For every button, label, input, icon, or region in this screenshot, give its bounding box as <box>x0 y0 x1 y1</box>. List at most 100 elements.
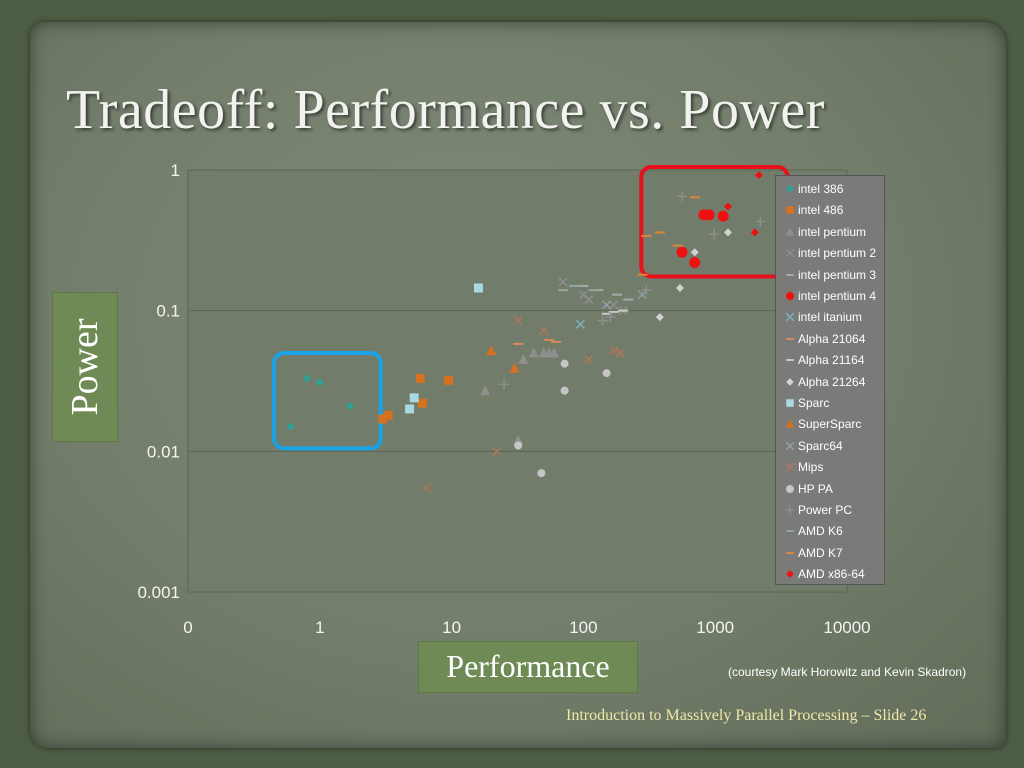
legend-label: AMD K7 <box>798 545 843 560</box>
legend-marker <box>785 419 795 429</box>
data-point-intel-itanium <box>575 319 585 329</box>
legend-item: Sparc <box>776 394 884 414</box>
legend-marker-icon <box>786 399 794 407</box>
legend-label: intel 386 <box>798 182 844 196</box>
x-tick-label: 1000 <box>696 618 734 637</box>
data-point-power-pc <box>597 315 608 326</box>
highlight-box-early-cpus <box>272 351 383 451</box>
y-axis-label: Power <box>64 318 106 416</box>
x-tick-label: 0 <box>183 618 192 637</box>
data-point-sparc64 <box>602 300 612 310</box>
legend-marker <box>786 377 794 386</box>
data-point-hp-pa <box>514 441 523 450</box>
legend-marker-icon <box>785 419 795 429</box>
legend-label: intel pentium 2 <box>798 246 877 261</box>
data-point-intel-386 <box>303 374 312 383</box>
legend-marker-icon <box>786 273 794 276</box>
legend-item: intel 486 <box>776 201 884 221</box>
legend-marker <box>786 185 794 193</box>
legend-item: AMD K6 <box>776 522 884 542</box>
legend-label: AMD x86-64 <box>798 567 865 582</box>
data-point-intel-486 <box>415 373 425 383</box>
data-point-intel-pentium <box>513 434 524 445</box>
data-point-sparc <box>405 404 415 414</box>
data-point-mips <box>615 348 625 358</box>
legend-label: Sparc64 <box>798 438 843 453</box>
slide-footer: Introduction to Massively Parallel Proce… <box>566 707 927 724</box>
data-point-intel-386 <box>286 422 295 431</box>
legend-label: SuperSparc <box>798 417 862 432</box>
legend-marker-icon <box>786 484 794 493</box>
data-point-supersparc <box>486 345 497 356</box>
y-tick-label: 0.01 <box>147 442 180 461</box>
data-point-hp-pa <box>560 386 569 395</box>
legend-marker-icon <box>786 185 794 193</box>
data-point-intel-386 <box>315 378 324 387</box>
data-point-intel-pentium <box>518 353 529 364</box>
data-point-mips <box>513 316 523 326</box>
legend-item: Power PC <box>776 501 884 521</box>
legend-label: intel itanium <box>798 310 863 325</box>
data-point-intel-486 <box>378 414 388 424</box>
x-axis-label: Performance <box>446 648 610 684</box>
legend-marker-icon <box>785 313 795 322</box>
data-point-alpha-21264 <box>675 283 684 292</box>
data-point-intel-pentium <box>528 347 539 358</box>
data-point-hp-pa <box>560 359 569 368</box>
y-tick-label: 0.001 <box>137 583 180 602</box>
data-point-amd-x86-64 <box>755 171 764 180</box>
legend-marker-icon <box>786 337 794 340</box>
plot-area <box>187 169 848 593</box>
data-point-intel-486 <box>444 375 454 385</box>
data-point-sparc <box>474 283 484 293</box>
legend-marker <box>785 248 795 258</box>
data-point-intel-pentium <box>549 347 560 358</box>
data-point-intel-pentium-4 <box>703 209 715 221</box>
legend-item: intel pentium 2 <box>776 244 884 264</box>
legend-item: AMD K7 <box>776 544 884 564</box>
legend-marker-icon <box>785 462 795 472</box>
legend-label: intel 486 <box>798 203 844 218</box>
data-point-power-pc <box>677 191 688 202</box>
legend-marker-icon <box>786 506 794 514</box>
legend-label: AMD K6 <box>798 524 843 539</box>
legend-marker-icon <box>785 226 795 236</box>
data-point-power-pc <box>755 216 766 227</box>
legend-marker-icon <box>786 551 794 554</box>
legend-item: Alpha 21264 <box>776 373 884 393</box>
data-point-intel-pentium-2 <box>584 294 594 305</box>
data-point-supersparc <box>509 362 520 373</box>
data-point-sparc64 <box>637 290 647 300</box>
data-point-mips <box>492 446 502 456</box>
legend-label: Alpha 21064 <box>798 331 866 346</box>
x-tick-label: 10 <box>442 618 461 637</box>
legend-label: intel pentium <box>798 224 867 239</box>
data-point-intel-386 <box>346 402 355 411</box>
legend-marker-icon <box>786 359 794 362</box>
legend-item: intel 386 <box>776 180 884 200</box>
legend-label: HP PA <box>798 481 833 496</box>
x-tick-label: 100 <box>569 618 597 637</box>
slide-title: Tradeoff: Performance vs. Power <box>66 79 825 141</box>
legend-label: Sparc <box>798 396 830 410</box>
legend-item: intel pentium <box>776 223 884 243</box>
legend-item: Sparc64 <box>776 437 884 457</box>
legend-marker-icon <box>785 441 795 451</box>
data-point-alpha-21264 <box>723 228 732 237</box>
y-tick-label: 0.1 <box>156 302 180 321</box>
data-point-intel-486 <box>383 410 393 420</box>
data-point-intel-486 <box>417 398 427 408</box>
legend-marker <box>786 292 794 300</box>
legend-marker <box>785 226 795 236</box>
legend-item: intel pentium 4 <box>776 287 884 307</box>
legend-marker <box>786 399 794 407</box>
legend-marker <box>786 570 794 578</box>
data-point-intel-pentium-4 <box>676 246 688 258</box>
legend-item: HP PA <box>776 480 884 500</box>
legend-marker <box>786 506 794 514</box>
legend-marker-icon <box>785 248 795 258</box>
data-point-intel-pentium <box>480 385 491 396</box>
data-point-power-pc <box>709 229 720 240</box>
data-point-mips <box>584 354 594 364</box>
legend-label: Power PC <box>798 503 853 517</box>
